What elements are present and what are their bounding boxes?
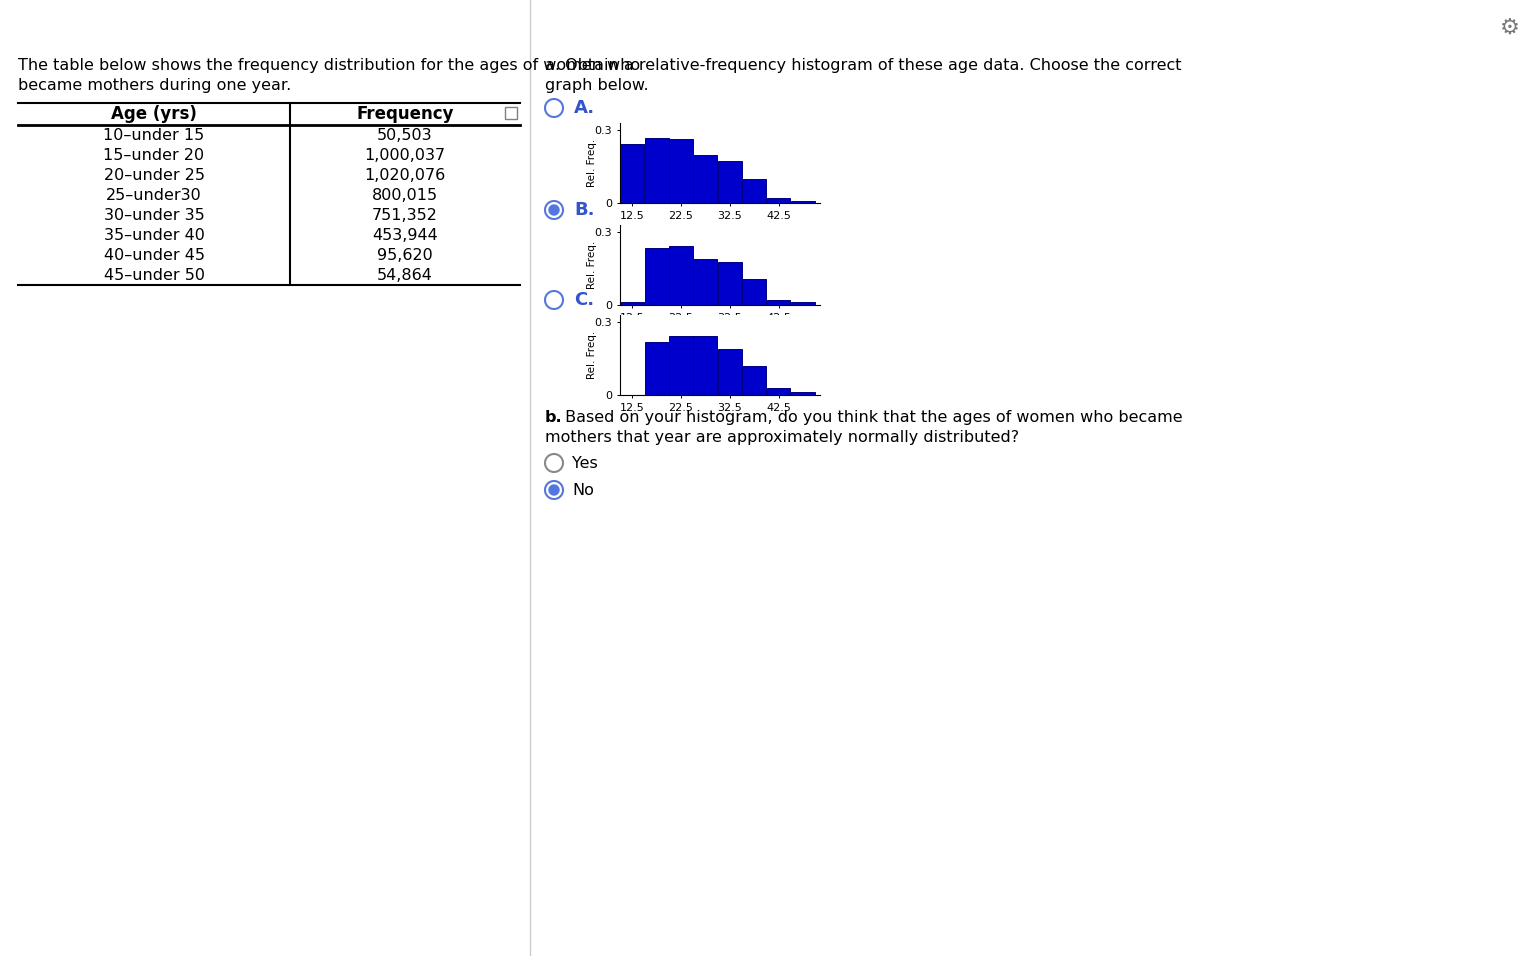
Bar bbox=[621, 143, 644, 203]
Bar bbox=[693, 336, 717, 395]
Text: 15–under 20: 15–under 20 bbox=[103, 147, 204, 163]
Text: 45–under 50: 45–under 50 bbox=[103, 268, 204, 283]
Y-axis label: Rel. Freq.: Rel. Freq. bbox=[587, 331, 598, 380]
Text: 25–under30: 25–under30 bbox=[106, 187, 201, 203]
Text: graph below.: graph below. bbox=[545, 78, 648, 93]
Text: ⚙: ⚙ bbox=[1501, 18, 1521, 38]
Bar bbox=[505, 107, 518, 119]
Text: Based on your histogram, do you think that the ages of women who became: Based on your histogram, do you think th… bbox=[561, 410, 1183, 425]
Text: became mothers during one year.: became mothers during one year. bbox=[18, 78, 292, 93]
Bar bbox=[645, 138, 668, 203]
Bar bbox=[766, 299, 791, 305]
Text: 35–under 40: 35–under 40 bbox=[103, 228, 204, 243]
Text: 10–under 15: 10–under 15 bbox=[103, 127, 204, 142]
Y-axis label: Rel. Freq.: Rel. Freq. bbox=[587, 241, 598, 289]
Text: The table below shows the frequency distribution for the ages of women who: The table below shows the frequency dist… bbox=[18, 58, 641, 73]
Text: b.: b. bbox=[545, 410, 562, 425]
Bar bbox=[693, 259, 717, 305]
Bar bbox=[717, 161, 742, 203]
Text: Yes: Yes bbox=[571, 455, 598, 470]
Bar bbox=[645, 341, 668, 395]
Bar bbox=[670, 336, 693, 395]
Y-axis label: Rel. Freq.: Rel. Freq. bbox=[587, 139, 598, 187]
Bar bbox=[645, 248, 668, 305]
Text: C.: C. bbox=[574, 291, 594, 309]
Bar bbox=[766, 198, 791, 203]
Bar bbox=[791, 302, 816, 305]
Text: 1,020,076: 1,020,076 bbox=[364, 167, 445, 183]
Polygon shape bbox=[548, 485, 559, 495]
Bar bbox=[791, 201, 816, 203]
Bar bbox=[717, 349, 742, 395]
Bar bbox=[693, 155, 717, 203]
Bar bbox=[670, 139, 693, 203]
Bar bbox=[766, 388, 791, 395]
Text: 30–under 35: 30–under 35 bbox=[103, 207, 204, 223]
Bar bbox=[742, 179, 766, 203]
Text: 95,620: 95,620 bbox=[378, 248, 433, 263]
Text: 453,944: 453,944 bbox=[372, 228, 438, 243]
Bar bbox=[670, 247, 693, 305]
Text: 1,000,037: 1,000,037 bbox=[364, 147, 445, 163]
Text: 50,503: 50,503 bbox=[378, 127, 433, 142]
Text: 751,352: 751,352 bbox=[372, 207, 438, 223]
Text: 800,015: 800,015 bbox=[372, 187, 438, 203]
Text: A.: A. bbox=[574, 99, 594, 117]
Bar bbox=[717, 262, 742, 305]
Text: 54,864: 54,864 bbox=[376, 268, 433, 283]
Bar bbox=[742, 279, 766, 305]
Text: a. Obtain a relative-frequency histogram of these age data. Choose the correct: a. Obtain a relative-frequency histogram… bbox=[545, 58, 1181, 73]
Text: 40–under 45: 40–under 45 bbox=[103, 248, 204, 263]
Polygon shape bbox=[548, 205, 559, 215]
Text: Age (yrs): Age (yrs) bbox=[111, 105, 197, 123]
Text: No: No bbox=[571, 483, 594, 497]
Bar bbox=[791, 392, 816, 395]
Text: 20–under 25: 20–under 25 bbox=[103, 167, 204, 183]
Text: mothers that year are approximately normally distributed?: mothers that year are approximately norm… bbox=[545, 430, 1018, 445]
Text: Frequency: Frequency bbox=[356, 105, 453, 123]
Text: B.: B. bbox=[574, 201, 594, 219]
Bar bbox=[621, 302, 644, 305]
Bar bbox=[742, 366, 766, 395]
